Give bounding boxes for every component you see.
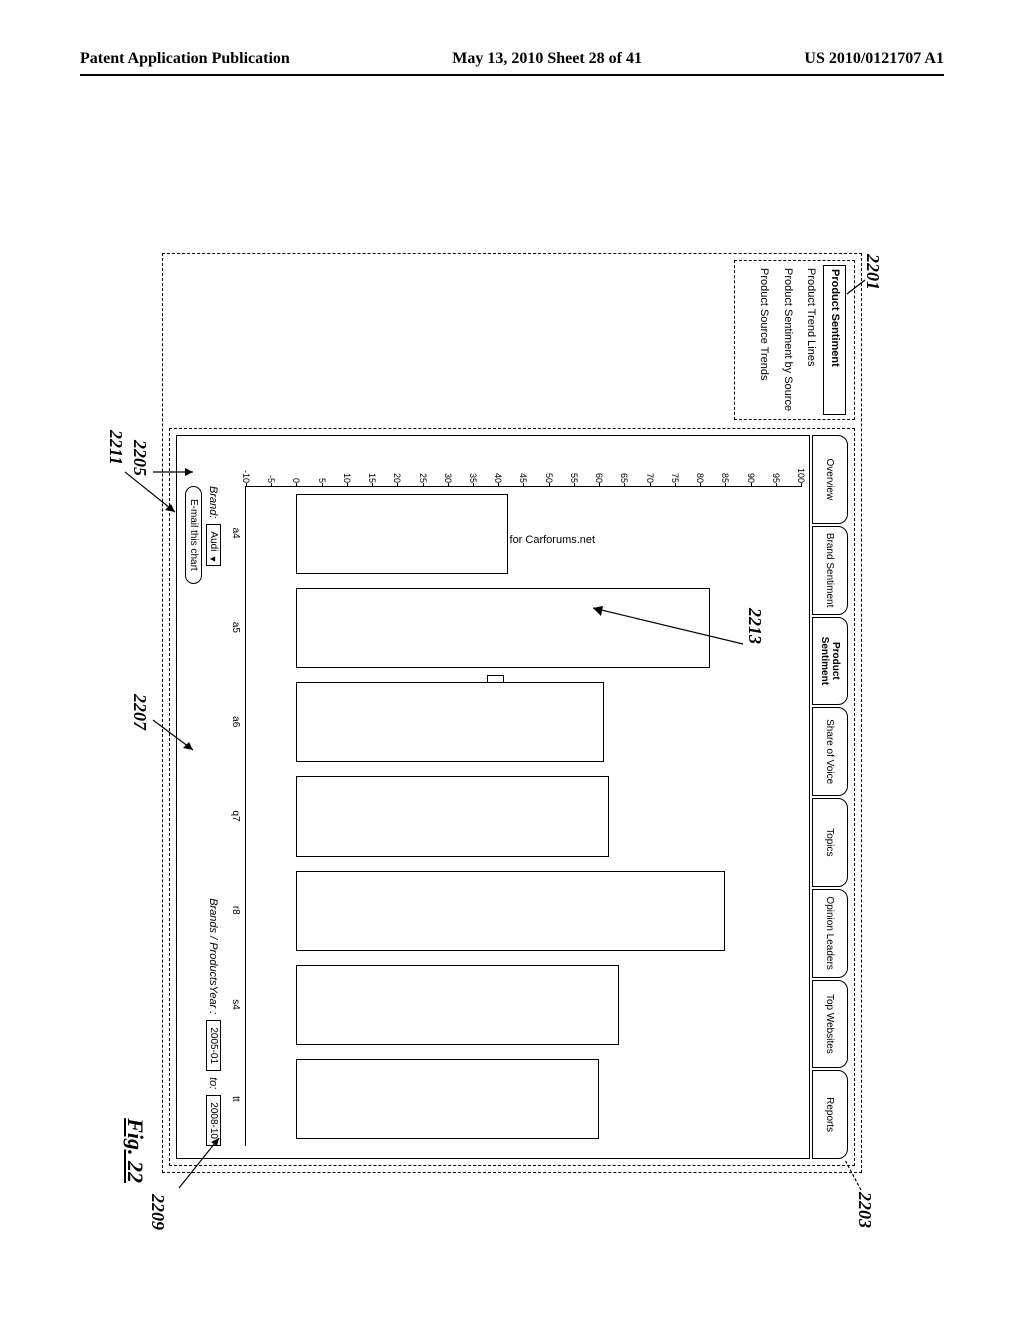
chart-area: Audi Product Sentiment for Carforums.net… <box>176 435 810 1159</box>
ytick: 20 <box>392 457 402 483</box>
ui-window: Product Sentiment Product Trend Lines Pr… <box>162 253 862 1173</box>
bar-a5[interactable] <box>296 588 710 668</box>
ytick: 100 <box>796 457 806 483</box>
sidebar-item-trend-lines[interactable]: Product Trend Lines <box>800 265 821 415</box>
ref-2209: 2209 <box>147 1194 168 1230</box>
ytick: 5 <box>317 457 327 483</box>
ytick: 25 <box>418 457 428 483</box>
bar-chart: 80.7 -10-5051015202530354045505560657075… <box>245 486 801 1146</box>
to-label: to: <box>208 1077 220 1089</box>
year-from-input[interactable]: 2005-01 <box>206 1020 221 1071</box>
chevron-down-icon: ▼ <box>209 554 219 563</box>
ytick: 60 <box>594 457 604 483</box>
xlabel-a6: a6 <box>230 716 241 727</box>
filter-controls: Brand: Audi ▼ Brands / ProductsYear : 20… <box>206 486 221 1146</box>
sidebar: Product Sentiment Product Trend Lines Pr… <box>169 260 855 420</box>
sidebar-item-product-sentiment[interactable]: Product Sentiment <box>823 265 846 415</box>
bar-r8[interactable] <box>296 870 725 950</box>
sidebar-item-source-trends[interactable]: Product Source Trends <box>753 265 774 415</box>
tab-top-websites[interactable]: Top Websites <box>812 979 848 1068</box>
ytick: 90 <box>746 457 756 483</box>
email-chart-button[interactable]: E-mail this chart <box>185 486 202 584</box>
bar-tt[interactable] <box>296 1059 599 1139</box>
sidebar-menu-box: Product Sentiment Product Trend Lines Pr… <box>734 260 855 420</box>
xlabel-a4: a4 <box>230 527 241 538</box>
ytick: 30 <box>443 457 453 483</box>
tab-overview[interactable]: Overview <box>812 435 848 524</box>
ytick: 95 <box>771 457 781 483</box>
bar-s4[interactable] <box>296 965 619 1045</box>
ytick: 35 <box>468 457 478 483</box>
tab-product-sentiment[interactable]: Product Sentiment <box>812 616 848 705</box>
xlabel-r8: r8 <box>230 906 241 915</box>
bar-q7[interactable] <box>296 776 609 856</box>
tab-share-of-voice[interactable]: Share of Voice <box>812 707 848 796</box>
ytick: -5 <box>266 457 276 483</box>
xlabel-s4: s4 <box>230 999 241 1010</box>
tab-reports[interactable]: Reports <box>812 1070 848 1159</box>
ref-2211: 2211 <box>105 430 126 465</box>
sidebar-item-sentiment-by-source[interactable]: Product Sentiment by Source <box>776 265 797 415</box>
ytick: 70 <box>645 457 655 483</box>
ytick: 45 <box>519 457 529 483</box>
tab-topics[interactable]: Topics <box>812 798 848 887</box>
brand-select[interactable]: Audi ▼ <box>206 524 221 566</box>
header-center: May 13, 2010 Sheet 28 of 41 <box>452 50 642 68</box>
year-to-input[interactable]: 2008-10 <box>206 1095 221 1146</box>
xlabel-q7: q7 <box>230 810 241 821</box>
products-year-label: Brands / ProductsYear : <box>208 898 220 1014</box>
ref-2201: 2201 <box>862 254 883 290</box>
ytick: 10 <box>342 457 352 483</box>
tab-opinion-leaders[interactable]: Opinion Leaders <box>812 889 848 978</box>
patent-header: Patent Application Publication May 13, 2… <box>80 50 944 76</box>
main-panel: Overview Brand Sentiment Product Sentime… <box>169 428 855 1166</box>
ytick: -10 <box>241 457 251 483</box>
ytick: 55 <box>569 457 579 483</box>
header-left: Patent Application Publication <box>80 50 290 68</box>
ref-2213: 2213 <box>744 608 765 644</box>
xlabel-tt: tt <box>230 1096 241 1102</box>
ref-2205: 2205 <box>129 440 150 476</box>
ytick: 80 <box>695 457 705 483</box>
ytick: 15 <box>367 457 377 483</box>
ytick: 85 <box>720 457 730 483</box>
brand-label: Brand: <box>208 486 220 518</box>
ref-2203: 2203 <box>854 1192 875 1228</box>
bar-a4[interactable] <box>296 494 508 574</box>
ytick: 65 <box>619 457 629 483</box>
tab-bar: Overview Brand Sentiment Product Sentime… <box>812 435 848 1159</box>
ytick: 75 <box>670 457 680 483</box>
ytick: 40 <box>493 457 503 483</box>
ref-2207: 2207 <box>129 694 150 730</box>
figure-label: Fig. 22 <box>122 1118 148 1183</box>
tab-brand-sentiment[interactable]: Brand Sentiment <box>812 526 848 615</box>
ytick: 50 <box>544 457 554 483</box>
header-right: US 2010/0121707 A1 <box>804 50 944 68</box>
ytick: 0 <box>291 457 301 483</box>
bar-a6[interactable] <box>296 682 604 762</box>
figure-container: Product Sentiment Product Trend Lines Pr… <box>162 253 862 1173</box>
xlabel-a5: a5 <box>230 622 241 633</box>
